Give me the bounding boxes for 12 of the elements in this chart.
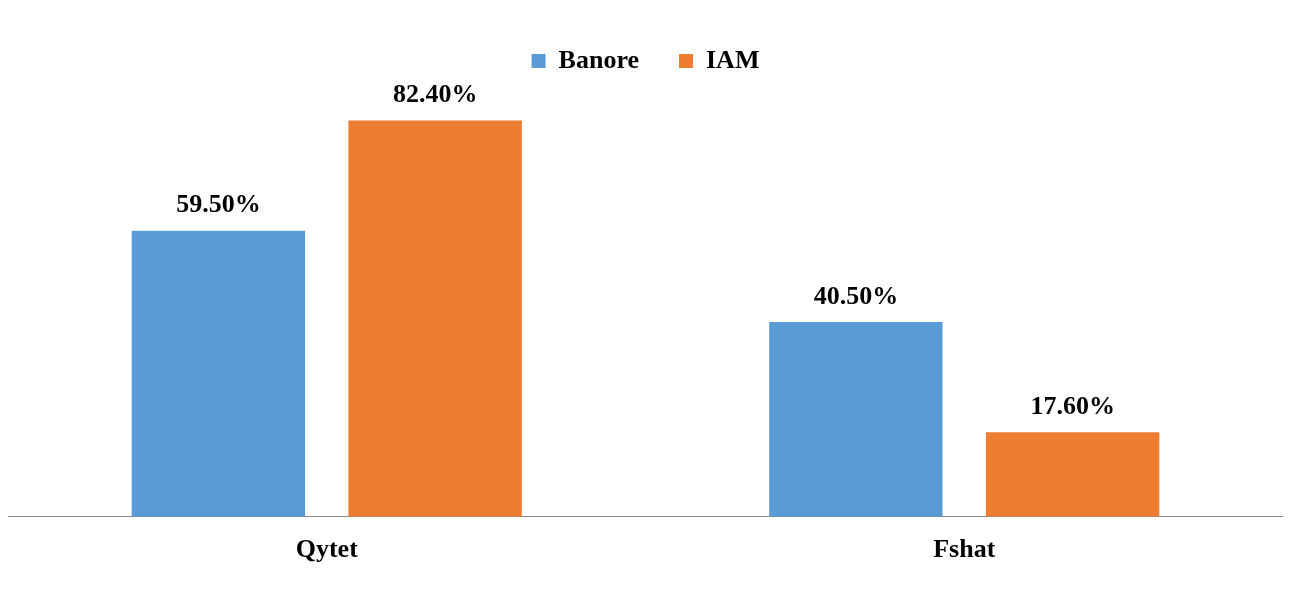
bar	[985, 432, 1160, 517]
legend-label: IAM	[705, 44, 760, 74]
data-label: 17.60%	[1030, 390, 1115, 420]
legend-label: Banore	[558, 44, 639, 74]
x-tick-label: Fshat	[933, 534, 996, 564]
data-label: 40.50%	[813, 280, 899, 310]
data-label: 82.40%	[392, 79, 478, 109]
bar	[131, 230, 306, 517]
bar	[348, 120, 522, 517]
x-tick-label: Qytet	[295, 534, 359, 564]
bar	[769, 322, 943, 517]
data-label: 59.50%	[176, 189, 261, 219]
